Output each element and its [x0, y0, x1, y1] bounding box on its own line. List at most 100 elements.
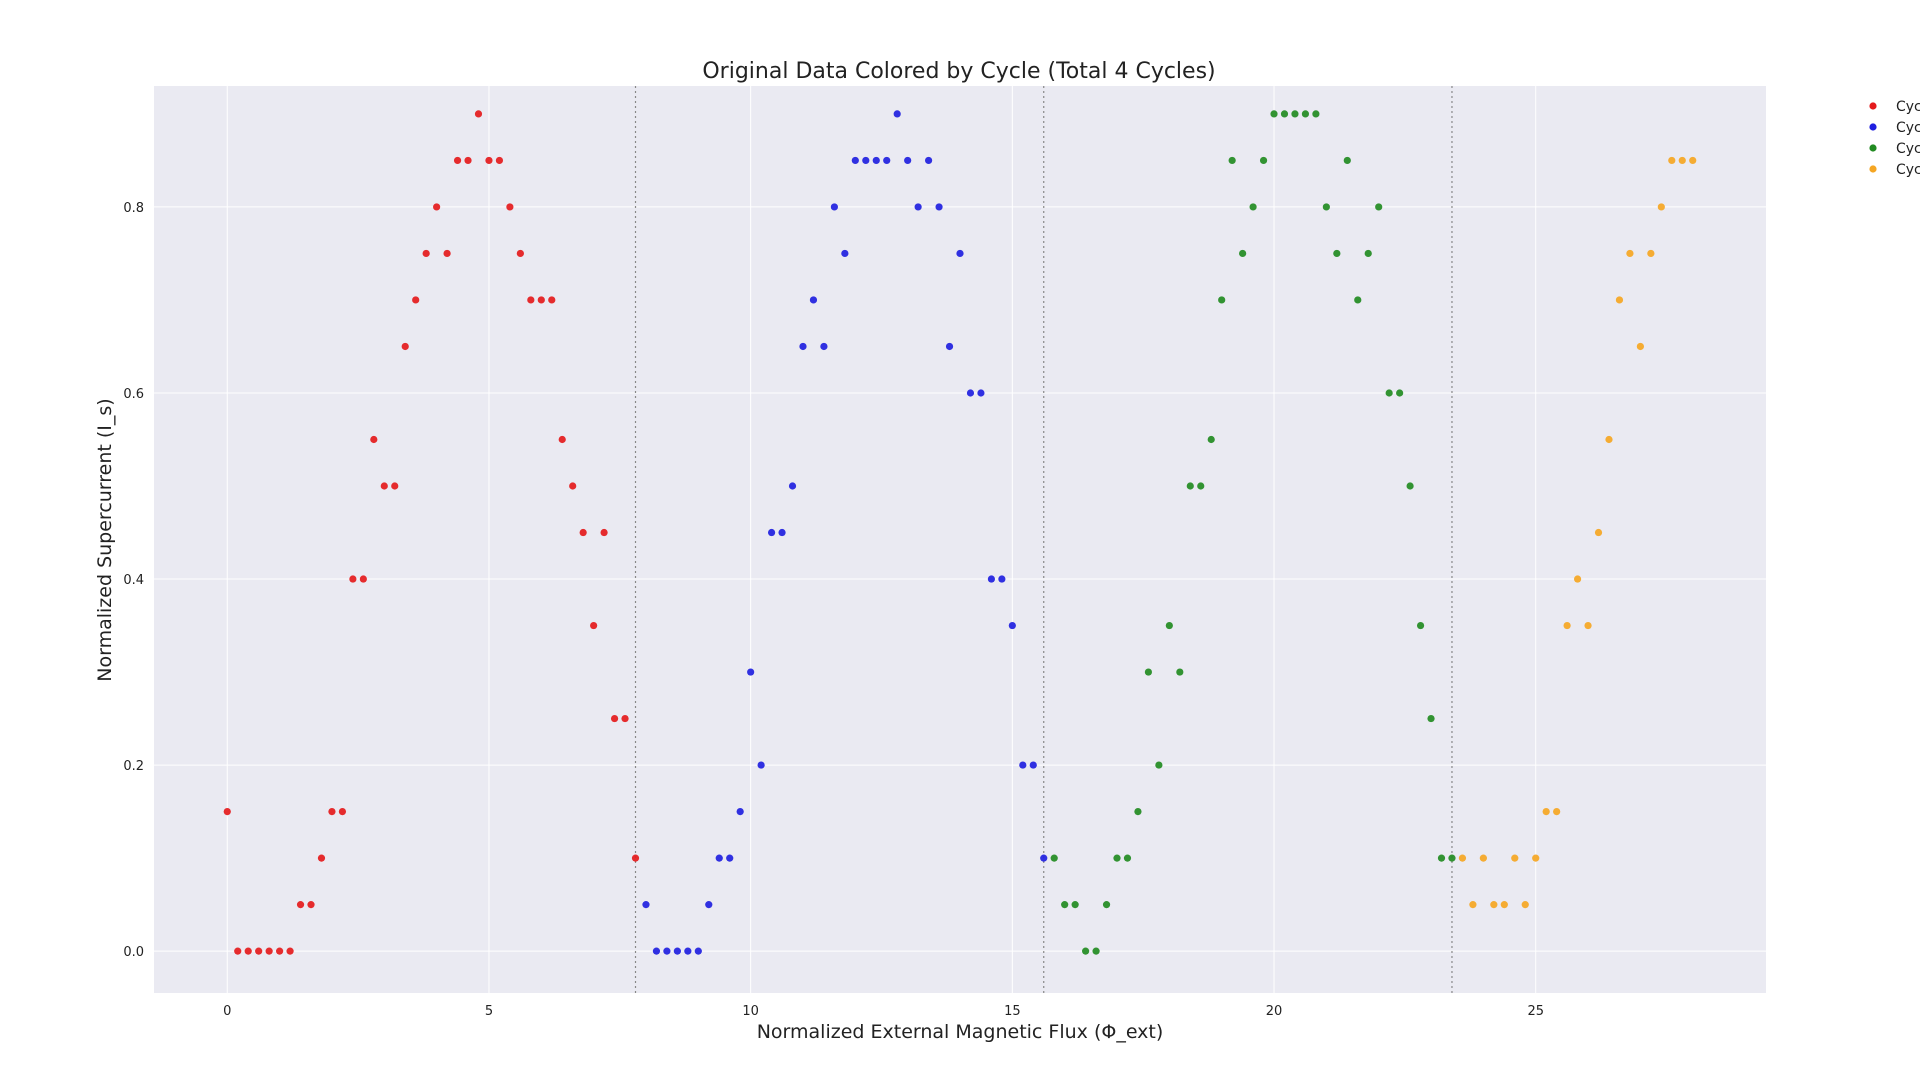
point-series-2-14 [788, 482, 797, 490]
point-series-3-5 [1102, 901, 1111, 909]
point-series-4-20 [1668, 156, 1676, 165]
x-tick-label-2: 10 [742, 1004, 759, 1019]
point-series-3-19 [1249, 203, 1257, 211]
point-series-2-34 [998, 575, 1006, 583]
point-series-3-11 [1165, 621, 1173, 630]
point-series-4-4 [1500, 901, 1508, 909]
point-series-3-28 [1343, 156, 1351, 165]
point-series-3-17 [1228, 156, 1236, 165]
cycle-boundaries [634, 86, 1453, 993]
point-series-2-28 [935, 203, 943, 211]
point-series-1-28 [516, 249, 524, 258]
series-2 [642, 110, 1048, 955]
point-series-4-12 [1584, 621, 1592, 630]
point-series-3-38 [1448, 854, 1456, 862]
point-series-1-20 [433, 203, 441, 211]
point-series-1-11 [338, 808, 347, 816]
x-tick-label-4: 20 [1266, 1004, 1283, 1019]
point-series-3-26 [1322, 203, 1330, 211]
point-series-3-25 [1312, 110, 1320, 118]
point-series-3-12 [1176, 668, 1184, 676]
point-series-2-20 [851, 156, 859, 165]
legend-marker-1 [1869, 102, 1877, 110]
point-series-1-10 [328, 808, 336, 816]
point-series-3-2 [1071, 901, 1079, 909]
point-series-2-4 [684, 947, 692, 955]
point-series-4-0 [1458, 854, 1467, 862]
point-series-2-25 [904, 156, 912, 165]
point-series-1-15 [380, 482, 388, 490]
point-series-3-36 [1427, 714, 1435, 723]
point-series-3-10 [1155, 761, 1163, 769]
point-series-4-1 [1469, 901, 1477, 909]
point-series-4-21 [1678, 156, 1686, 165]
point-series-4-6 [1521, 901, 1529, 909]
point-series-2-6 [705, 901, 713, 909]
point-series-4-17 [1636, 342, 1644, 351]
point-series-2-12 [767, 528, 776, 537]
point-series-4-18 [1647, 249, 1655, 258]
series-3 [1050, 110, 1456, 955]
point-series-1-4 [265, 947, 273, 955]
point-series-1-6 [286, 947, 294, 955]
x-axis-ticks: 0 5 10 15 20 25 [223, 1004, 1544, 1019]
point-series-1-1 [234, 947, 242, 955]
point-series-2-27 [924, 156, 933, 165]
legend-label-1: Cyc [1896, 99, 1920, 115]
chart-title: Original Data Colored by Cycle (Total 4 … [702, 59, 1215, 84]
point-series-3-33 [1396, 389, 1404, 397]
point-series-3-32 [1385, 389, 1393, 397]
point-series-1-26 [495, 156, 504, 165]
point-series-4-10 [1563, 621, 1571, 630]
point-series-3-22 [1280, 110, 1289, 118]
point-series-3-23 [1291, 110, 1299, 118]
point-series-2-8 [726, 854, 734, 862]
y-axis-label: Normalized Supercurrent (I_s) [94, 398, 116, 681]
point-series-2-23 [883, 156, 891, 165]
x-tick-label-1: 5 [485, 1004, 493, 1019]
point-series-3-15 [1207, 435, 1215, 444]
series-1 [223, 110, 640, 955]
point-series-1-17 [401, 342, 409, 351]
legend-marker-4 [1869, 165, 1877, 173]
point-series-3-16 [1218, 296, 1226, 304]
point-series-3-0 [1050, 854, 1058, 862]
point-series-1-34 [579, 528, 587, 537]
point-series-3-24 [1301, 110, 1310, 118]
legend-marker-2 [1869, 123, 1877, 131]
y-tick-label-3: 0.6 [123, 387, 144, 402]
point-series-4-16 [1626, 249, 1634, 258]
point-series-3-7 [1123, 854, 1132, 862]
point-series-3-30 [1364, 249, 1372, 258]
point-series-4-3 [1490, 901, 1498, 909]
point-series-4-14 [1605, 435, 1613, 444]
point-series-2-3 [673, 947, 681, 955]
point-series-1-30 [537, 296, 545, 304]
point-series-2-16 [809, 296, 818, 304]
point-series-2-26 [914, 203, 922, 211]
x-tick-label-0: 0 [223, 1004, 231, 1019]
point-series-2-30 [956, 249, 964, 258]
point-series-4-8 [1542, 808, 1550, 816]
point-series-2-21 [862, 156, 870, 165]
point-series-3-20 [1259, 156, 1268, 165]
x-axis-label: Normalized External Magnetic Flux (Φ_ext… [757, 1021, 1164, 1043]
point-series-2-11 [757, 761, 765, 769]
point-series-1-21 [443, 249, 451, 258]
legend-label-3: Cyc [1896, 141, 1920, 157]
point-series-4-19 [1657, 203, 1665, 211]
x-tick-label-5: 25 [1527, 1004, 1544, 1019]
point-series-2-38 [1040, 854, 1048, 862]
grid-lines [154, 86, 1766, 993]
point-series-2-13 [778, 528, 786, 537]
point-series-3-37 [1437, 854, 1446, 862]
point-series-3-6 [1113, 854, 1121, 862]
y-axis-ticks: 0.0 0.2 0.4 0.6 0.8 [123, 201, 144, 960]
point-series-2-22 [872, 156, 880, 165]
point-series-1-27 [506, 203, 514, 211]
point-series-1-16 [391, 482, 399, 490]
point-series-2-37 [1029, 761, 1037, 769]
point-series-4-2 [1479, 854, 1487, 862]
y-tick-label-2: 0.4 [123, 573, 144, 588]
